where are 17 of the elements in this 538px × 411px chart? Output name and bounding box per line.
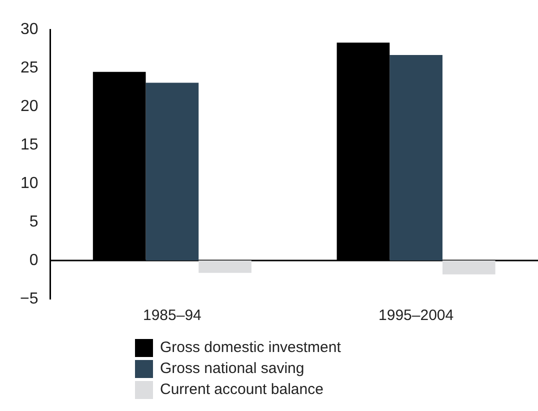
legend-label: Current account balance	[160, 381, 324, 398]
legend-label: Gross national saving	[160, 360, 304, 377]
x-tick-label: 1985–94	[142, 307, 202, 324]
y-tick-label: −5	[20, 290, 38, 308]
bar	[442, 260, 496, 274]
bar	[198, 260, 252, 273]
bar	[146, 82, 199, 261]
y-tick-label: 25	[20, 59, 38, 76]
y-tick-label: 0	[29, 252, 38, 269]
y-tick-label: 30	[20, 21, 38, 38]
y-tick-label: 5	[29, 213, 38, 230]
y-tick-label: 20	[20, 98, 38, 115]
x-tick-label: 1995–2004	[378, 307, 454, 324]
bar	[390, 55, 442, 261]
legend-label: Gross domestic investment	[160, 339, 341, 356]
y-tick-label: 15	[20, 136, 38, 154]
y-tick-label: 10	[20, 174, 38, 192]
